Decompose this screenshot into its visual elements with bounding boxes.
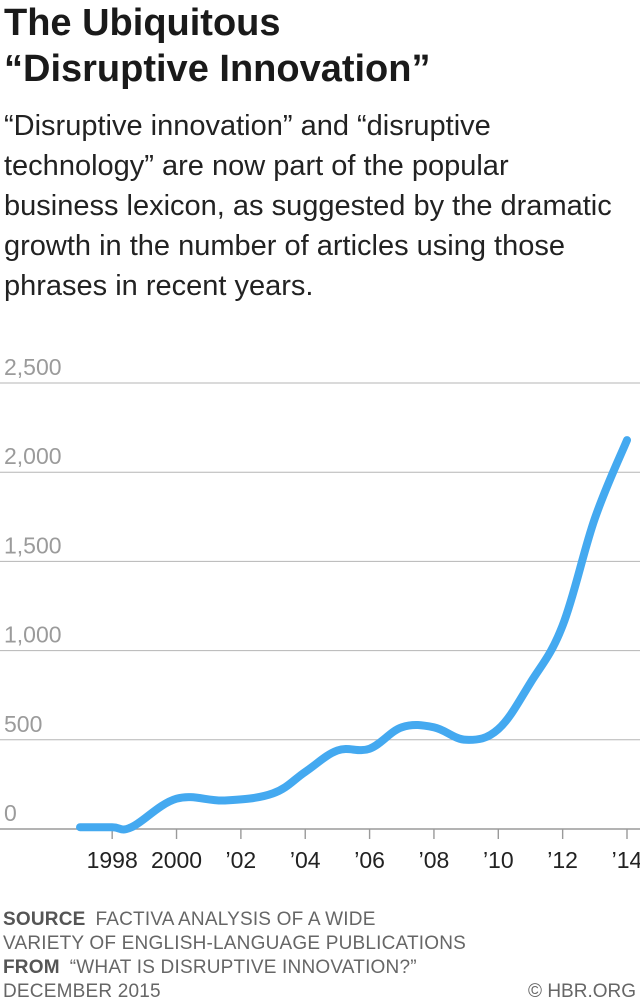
- gridlines: [0, 382, 640, 830]
- from-line: FROM “WHAT IS DISRUPTIVE INNOVATION?”: [3, 956, 637, 980]
- data-point: [433, 726, 435, 728]
- source-line-1: SOURCE FACTIVA ANALYSIS OF A WIDE: [3, 908, 637, 932]
- data-point: [130, 826, 132, 828]
- data-point: [336, 750, 338, 752]
- data-point: [111, 826, 113, 828]
- series-layer: [76, 436, 631, 834]
- source-label: SOURCE: [3, 909, 86, 930]
- x-tick-label: ’12: [547, 847, 578, 873]
- data-point: [465, 739, 467, 741]
- subtitle-line-5: phrases in recent years.: [4, 270, 314, 302]
- data-point: [224, 799, 226, 801]
- x-tick-label: ’02: [226, 847, 257, 873]
- y-tick-label: 2,000: [4, 443, 62, 469]
- source-text-1: FACTIVA ANALYSIS OF A WIDE: [95, 909, 376, 930]
- x-tick-label: ’04: [290, 847, 321, 873]
- data-point: [401, 726, 403, 728]
- data-point: [497, 728, 499, 730]
- y-tick-label: 0: [4, 800, 17, 826]
- y-tick-label: 500: [4, 711, 42, 737]
- data-point: [529, 682, 531, 684]
- y-tick-label: 1,000: [4, 622, 62, 648]
- chart-subtitle: “Disruptive innovation” and “disruptive …: [4, 106, 634, 306]
- credit-hbr: © HBR.ORG: [528, 981, 636, 1002]
- y-tick-label: 1,500: [4, 532, 62, 558]
- subtitle-line-1: “Disruptive innovation” and “disruptive: [4, 110, 491, 142]
- x-tick-label: ’06: [354, 847, 385, 873]
- data-point: [272, 792, 274, 794]
- subtitle-line-4: growth in the number of articles using t…: [4, 230, 565, 262]
- series-line-0: [76, 436, 631, 834]
- data-point: [626, 439, 628, 441]
- data-point: [304, 771, 306, 773]
- data-point: [594, 518, 596, 520]
- x-tick-label: ’14: [612, 847, 640, 873]
- title-line-2: “Disruptive Innovation”: [4, 48, 431, 90]
- chart-title: The Ubiquitous “Disruptive Innovation”: [4, 0, 634, 92]
- x-tick-label: 2000: [151, 847, 202, 873]
- x-tick-label: ’08: [419, 847, 450, 873]
- from-label: FROM: [3, 957, 60, 978]
- publication-date: DECEMBER 2015: [3, 981, 161, 1002]
- subtitle-line-2: technology” are now part of the popular: [4, 150, 509, 182]
- data-point: [562, 625, 564, 627]
- data-point: [369, 748, 371, 750]
- source-text-2: VARIETY OF ENGLISH-LANGUAGE PUBLICATIONS: [3, 933, 467, 954]
- data-point: [79, 826, 81, 828]
- x-tick-label: ’10: [483, 847, 514, 873]
- data-point: [176, 798, 178, 800]
- x-axis-tick-labels: 1998 2000 ’02 ’04 ’06 ’08 ’10 ’12 ’14: [87, 829, 640, 873]
- y-axis-tick-labels: 0 500 1,000 1,500 2,000 2,500: [4, 354, 62, 826]
- subtitle-line-3: business lexicon, as suggested by the dr…: [4, 190, 612, 222]
- chart-footer: SOURCE FACTIVA ANALYSIS OF A WIDE VARIETY…: [3, 908, 637, 1004]
- y-tick-label: 2,500: [4, 354, 62, 380]
- line-chart: 0 500 1,000 1,500 2,000 2,500 1998 2000 ’02 ’04 ’…: [0, 354, 640, 873]
- x-tick-label: 1998: [87, 847, 138, 873]
- from-text: “WHAT IS DISRUPTIVE INNOVATION?”: [69, 957, 417, 978]
- title-line-1: The Ubiquitous: [4, 2, 281, 44]
